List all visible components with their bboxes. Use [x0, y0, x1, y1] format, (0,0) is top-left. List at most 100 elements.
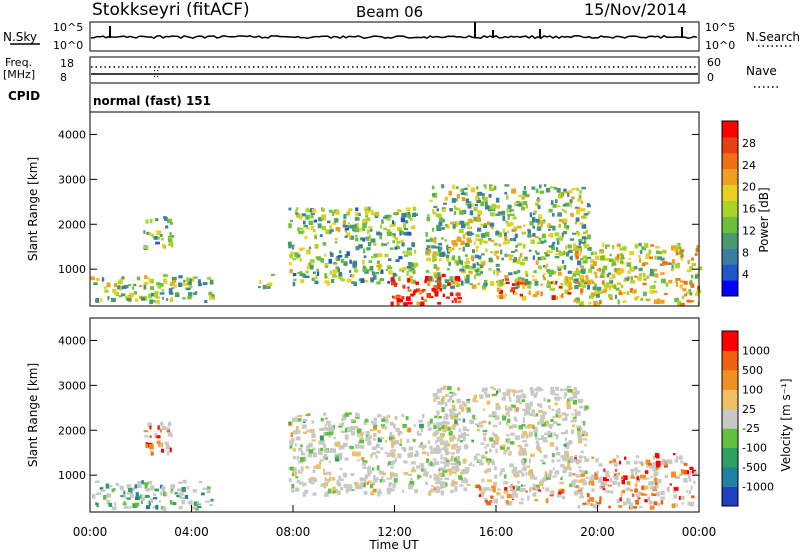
heatmap-cell	[450, 415, 455, 420]
freq-tick-bottom: 8	[60, 71, 67, 84]
heatmap-cell	[572, 479, 578, 483]
heatmap-cell	[616, 243, 621, 248]
heatmap-cell	[167, 450, 170, 456]
heatmap-cell	[491, 393, 497, 397]
heatmap-cell	[329, 426, 333, 432]
heatmap-cell	[460, 223, 466, 229]
heatmap-cell	[145, 487, 150, 492]
heatmap-cell	[444, 462, 450, 467]
heatmap-cell	[558, 192, 562, 195]
heatmap-cell	[456, 237, 462, 242]
heatmap-cell	[674, 458, 679, 463]
heatmap-cell	[583, 470, 588, 475]
heatmap-cell	[380, 278, 385, 282]
heatmap-cell	[370, 238, 376, 243]
heatmap-cell	[162, 274, 166, 277]
heatmap-cell	[328, 258, 333, 264]
heatmap-cell	[479, 240, 482, 246]
heatmap-cell	[338, 274, 341, 279]
heatmap-cell	[359, 482, 364, 487]
heatmap-cell	[466, 428, 470, 432]
heatmap-cell	[438, 468, 441, 472]
heatmap-cell	[304, 489, 309, 494]
heatmap-cell	[149, 299, 153, 305]
heatmap-cell	[579, 252, 582, 256]
heatmap-cell	[489, 448, 492, 453]
heatmap-cell	[438, 472, 443, 477]
heatmap-cell	[442, 251, 446, 257]
heatmap-cell	[595, 274, 598, 279]
heatmap-cell	[165, 445, 170, 450]
heatmap-cell	[476, 267, 481, 272]
heatmap-cell	[671, 472, 676, 478]
colorbar-swatch	[722, 467, 738, 487]
heatmap-cell	[450, 221, 455, 225]
heatmap-cell	[576, 209, 580, 215]
heatmap-cell	[537, 421, 540, 425]
heatmap-cell	[456, 398, 461, 404]
heatmap-cell	[598, 463, 603, 467]
power-colorbar-label: Power [dB]	[757, 187, 771, 252]
heatmap-cell	[302, 420, 306, 424]
heatmap-cell	[547, 405, 551, 410]
heatmap-cell	[147, 481, 152, 484]
heatmap-cell	[515, 244, 518, 248]
heatmap-cell	[391, 440, 396, 446]
heatmap-cell	[464, 261, 469, 265]
heatmap-cell	[617, 270, 622, 276]
heatmap-cell	[344, 427, 348, 433]
heatmap-cell	[479, 265, 484, 269]
heatmap-cell	[368, 226, 373, 229]
heatmap-cell	[452, 423, 456, 427]
heatmap-cell	[457, 300, 462, 304]
heatmap-cell	[451, 198, 456, 203]
heatmap-cell	[514, 278, 519, 282]
heatmap-cell	[412, 466, 415, 469]
heatmap-cell	[461, 407, 465, 412]
heatmap-cell	[383, 243, 388, 246]
heatmap-cell	[126, 492, 131, 495]
heatmap-cell	[550, 287, 556, 291]
heatmap-cell	[683, 462, 688, 466]
heatmap-cell	[686, 299, 691, 303]
heatmap-cell	[537, 443, 540, 449]
heatmap-cell	[580, 200, 584, 204]
heatmap-cell	[645, 254, 651, 259]
heatmap-cell	[434, 481, 440, 485]
heatmap-cell	[580, 290, 583, 295]
heatmap-cell	[294, 472, 297, 477]
heatmap-cell	[573, 243, 576, 248]
heatmap-cell	[444, 424, 448, 429]
heatmap-cell	[342, 224, 346, 228]
heatmap-cell	[516, 394, 521, 400]
heatmap-cell	[92, 494, 96, 499]
velocity-colorbar-label: Velocity [m s⁻¹]	[779, 378, 793, 471]
heatmap-cell	[507, 418, 511, 423]
heatmap-cell	[564, 388, 569, 392]
heatmap-cell	[427, 427, 432, 431]
heatmap-cell	[546, 283, 552, 287]
heatmap-cell	[635, 480, 641, 483]
heatmap-cell	[432, 393, 435, 397]
heatmap-cell	[380, 424, 386, 427]
heatmap-cell	[638, 461, 644, 464]
heatmap-cell	[348, 270, 352, 273]
heatmap-cell	[316, 268, 319, 272]
heatmap-cell	[453, 205, 457, 209]
heatmap-cell	[525, 407, 531, 413]
heatmap-cell	[623, 279, 627, 282]
heatmap-cell	[483, 223, 487, 227]
heatmap-cell	[426, 458, 430, 464]
heatmap-cell	[377, 253, 383, 258]
heatmap-cell	[454, 298, 457, 303]
heatmap-cell	[159, 491, 163, 496]
heatmap-cell	[695, 293, 700, 297]
heatmap-cell	[620, 284, 624, 289]
heatmap-cell	[433, 473, 437, 479]
heatmap-cell	[578, 194, 582, 200]
heatmap-cell	[396, 295, 401, 299]
heatmap-cell	[266, 284, 271, 289]
heatmap-cell	[555, 446, 559, 451]
heatmap-cell	[155, 241, 160, 245]
heatmap-cell	[630, 276, 633, 282]
